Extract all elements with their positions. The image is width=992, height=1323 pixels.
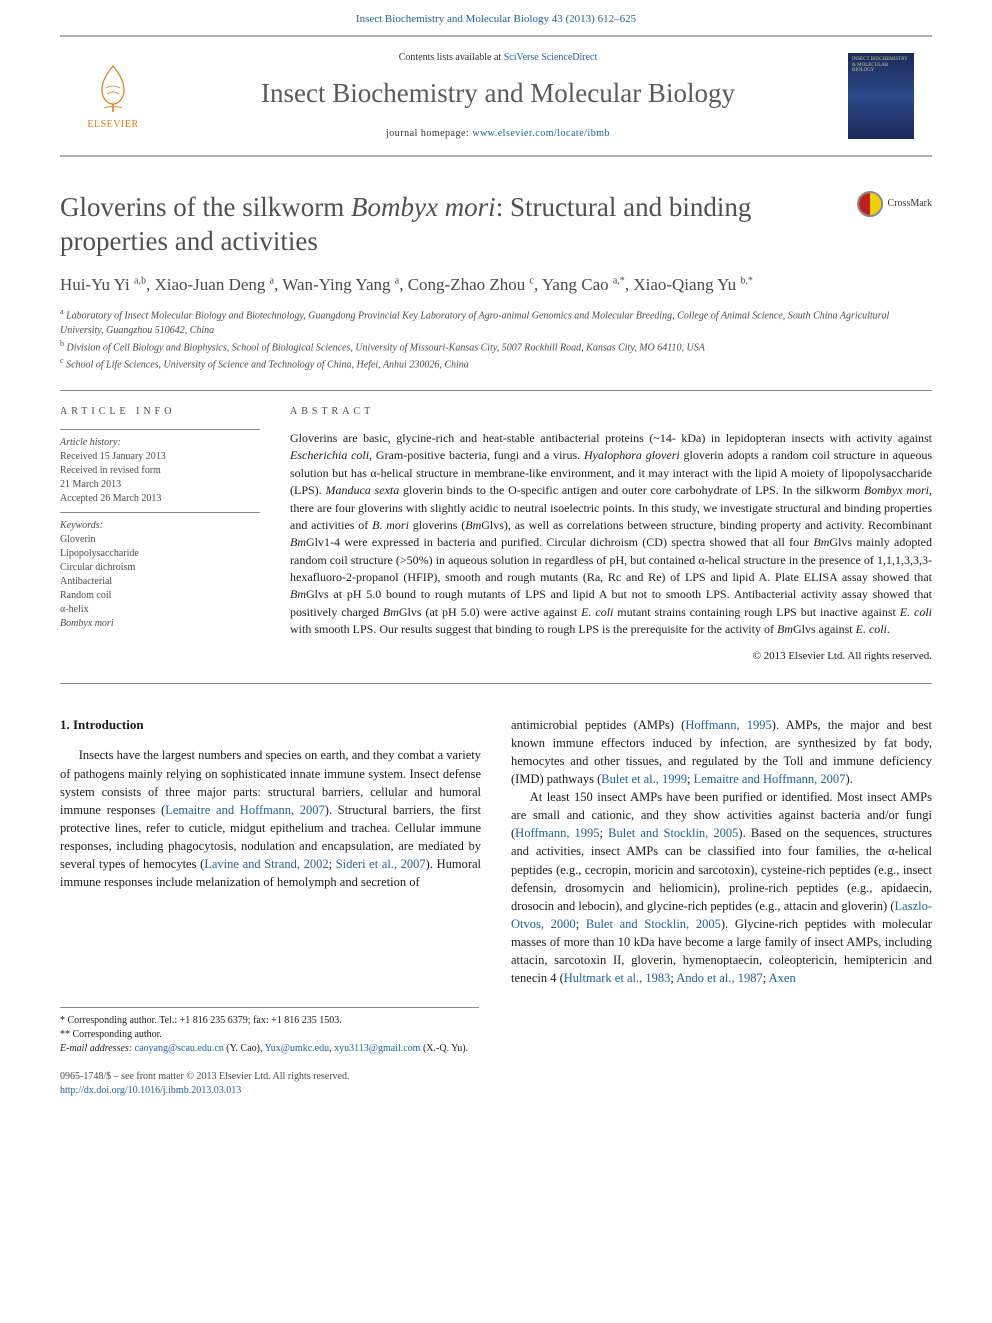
footnotes: * Corresponding author. Tel.: +1 816 235…	[60, 1007, 479, 1056]
elsevier-tree-icon	[86, 60, 140, 114]
article-info-label: ARTICLE INFO	[60, 405, 260, 419]
crossmark-label: CrossMark	[888, 197, 932, 211]
divider	[60, 683, 932, 684]
cover-text: INSECT BIOCHEMISTRY & MOLECULAR BIOLOGY	[852, 57, 910, 74]
email-label: E-mail addresses:	[60, 1043, 132, 1054]
history-line: 21 March 2013	[60, 479, 121, 490]
authors-list: Hui-Yu Yi a,b, Xiao-Juan Deng a, Wan-Yin…	[60, 273, 932, 297]
journal-name: Insect Biochemistry and Molecular Biolog…	[164, 75, 832, 113]
journal-homepage: journal homepage: www.elsevier.com/locat…	[164, 127, 832, 141]
elsevier-logo[interactable]: ELSEVIER	[78, 60, 148, 132]
history-label: Article history:	[60, 437, 121, 448]
abstract-label: ABSTRACT	[290, 405, 932, 420]
abstract-column: ABSTRACT Gloverins are basic, glycine-ri…	[290, 405, 932, 664]
citation-header: Insect Biochemistry and Molecular Biolog…	[0, 0, 992, 35]
body-paragraph: antimicrobial peptides (AMPs) (Hoffmann,…	[511, 716, 932, 789]
body-paragraph: At least 150 insect AMPs have been purif…	[511, 788, 932, 987]
affiliation: b Division of Cell Biology and Biophysic…	[60, 338, 932, 355]
keyword: Circular dichroism	[60, 562, 135, 573]
keyword: Bombyx mori	[60, 618, 114, 629]
homepage-prefix: journal homepage:	[386, 128, 472, 139]
footer: 0965-1748/$ – see front matter © 2013 El…	[60, 1070, 932, 1098]
keywords-label: Keywords:	[60, 520, 103, 531]
keyword: Lipopolysaccharide	[60, 548, 139, 559]
sciencedirect-link[interactable]: SciVerse ScienceDirect	[504, 52, 598, 63]
keyword: Antibacterial	[60, 576, 112, 587]
front-matter-line: 0965-1748/$ – see front matter © 2013 El…	[60, 1070, 932, 1084]
affiliation: c School of Life Sciences, University of…	[60, 355, 932, 372]
history-line: Received in revised form	[60, 465, 161, 476]
history-line: Received 15 January 2013	[60, 451, 166, 462]
meta-divider	[60, 512, 260, 513]
contents-prefix: Contents lists available at	[399, 52, 504, 63]
corresponding-author-1: * Corresponding author. Tel.: +1 816 235…	[60, 1014, 479, 1028]
crossmark-badge[interactable]: CrossMark	[857, 191, 932, 217]
keyword: Random coil	[60, 590, 111, 601]
copyright-line: © 2013 Elsevier Ltd. All rights reserved…	[290, 649, 932, 665]
contents-available: Contents lists available at SciVerse Sci…	[164, 51, 832, 65]
body-column-right: antimicrobial peptides (AMPs) (Hoffmann,…	[511, 716, 932, 988]
abstract-text: Gloverins are basic, glycine-rich and he…	[290, 430, 932, 639]
doi-link[interactable]: http://dx.doi.org/10.1016/j.ibmb.2013.03…	[60, 1085, 241, 1096]
crossmark-icon	[857, 191, 883, 217]
history-line: Accepted 26 March 2013	[60, 493, 161, 504]
keyword: α-helix	[60, 604, 89, 615]
article-info-column: ARTICLE INFO Article history: Received 1…	[60, 405, 260, 664]
body-column-left: 1. Introduction Insects have the largest…	[60, 716, 481, 988]
section-heading: 1. Introduction	[60, 716, 481, 735]
corresponding-author-2: ** Corresponding author.	[60, 1028, 479, 1042]
affiliations: a Laboratory of Insect Molecular Biology…	[60, 306, 932, 372]
divider	[60, 390, 932, 391]
meta-divider	[60, 429, 260, 430]
keyword: Gloverin	[60, 534, 96, 545]
email-addresses: caoyang@scau.edu.cn (Y. Cao), Yux@umkc.e…	[135, 1043, 469, 1054]
elsevier-label: ELSEVIER	[87, 118, 138, 132]
body-paragraph: Insects have the largest numbers and spe…	[60, 746, 481, 891]
article-title: Gloverins of the silkworm Bombyx mori: S…	[60, 191, 837, 259]
affiliation: a Laboratory of Insect Molecular Biology…	[60, 306, 932, 337]
journal-banner: ELSEVIER Contents lists available at Sci…	[60, 35, 932, 157]
homepage-link[interactable]: www.elsevier.com/locate/ibmb	[472, 128, 610, 139]
journal-cover-thumbnail[interactable]: INSECT BIOCHEMISTRY & MOLECULAR BIOLOGY	[848, 53, 914, 139]
